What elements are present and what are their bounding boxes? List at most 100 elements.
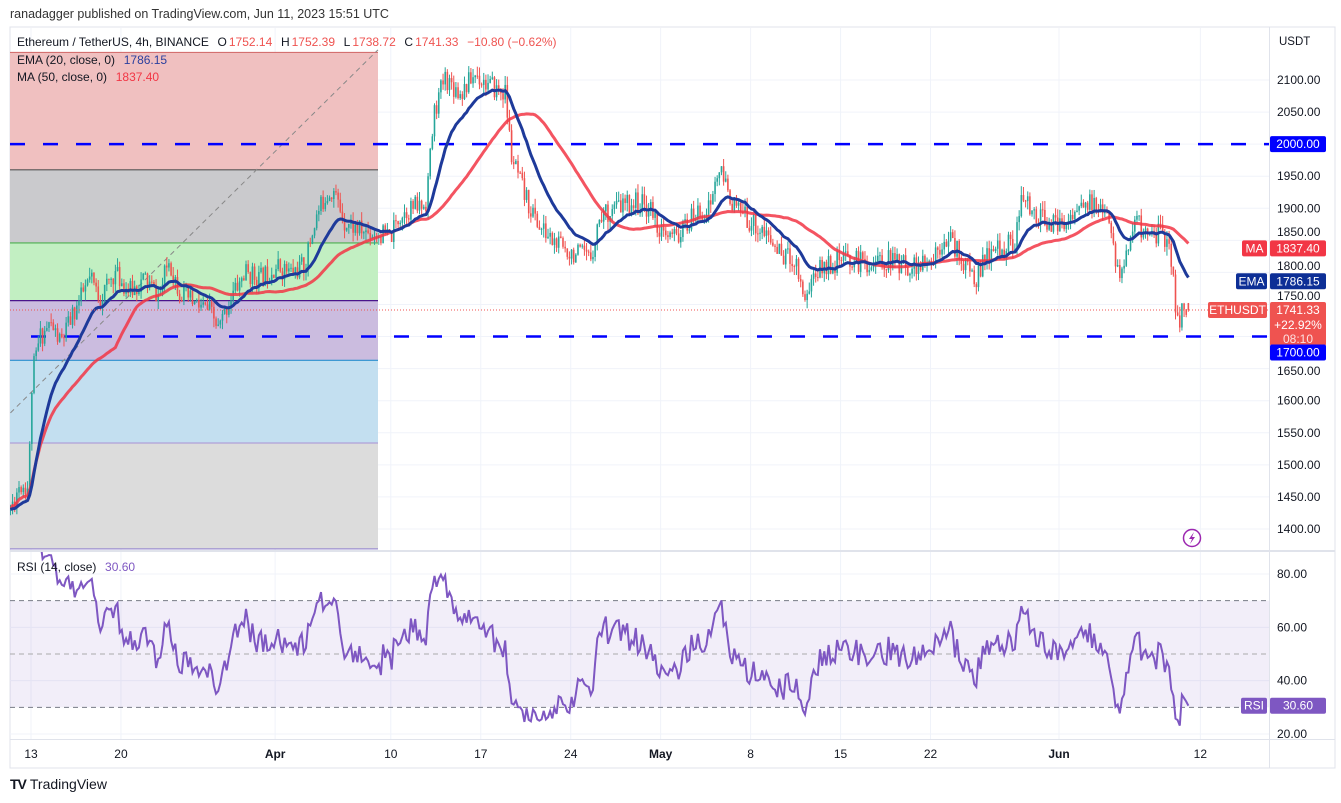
candle <box>18 481 20 499</box>
candle <box>1138 215 1140 221</box>
candle <box>945 239 948 248</box>
candle <box>168 259 170 272</box>
candle <box>245 260 247 281</box>
candle <box>808 282 811 295</box>
candle <box>206 298 209 311</box>
candle <box>202 294 204 308</box>
candle <box>885 268 888 278</box>
candle <box>315 210 318 231</box>
candle <box>936 246 939 259</box>
symbol-legend[interactable]: Ethereum / TetherUS, 4h, BINANCE O 1752.1… <box>17 35 559 49</box>
time-tick-label: 12 <box>1194 747 1208 761</box>
candle <box>41 327 44 352</box>
candle <box>877 247 879 264</box>
candle <box>838 243 841 267</box>
candle <box>789 241 791 273</box>
ma-legend-label: MA (50, close, 0) <box>17 70 108 84</box>
price-tick-label: 1550.00 <box>1277 426 1321 440</box>
candle <box>637 184 639 216</box>
fib-retracement[interactable] <box>10 49 379 550</box>
candle <box>909 272 911 283</box>
candle <box>170 261 172 277</box>
candle <box>1024 199 1027 208</box>
candle <box>365 226 367 241</box>
high-label: H <box>280 35 290 49</box>
candle <box>472 69 474 88</box>
candle <box>1112 226 1115 246</box>
candle <box>709 194 712 213</box>
candle <box>570 249 573 265</box>
resistance-tag: 2000.00 <box>1270 136 1326 153</box>
candle <box>647 202 650 223</box>
candle <box>112 278 115 294</box>
candle <box>1009 231 1012 246</box>
candle <box>797 257 800 282</box>
candle <box>313 227 316 239</box>
candle <box>352 212 354 242</box>
candle <box>692 200 695 227</box>
candle <box>776 240 778 255</box>
candle <box>1119 259 1121 282</box>
candle <box>88 267 91 283</box>
candle <box>322 190 324 212</box>
candle <box>58 332 61 343</box>
candle <box>200 298 202 311</box>
support-tag-value: 1700.00 <box>1276 346 1320 360</box>
candle <box>337 188 339 208</box>
candle <box>812 268 815 286</box>
candle <box>309 237 312 248</box>
candle <box>215 316 217 329</box>
candle <box>964 257 967 279</box>
lightning-icon[interactable] <box>1182 528 1202 548</box>
candle <box>429 147 432 180</box>
candle <box>598 219 601 228</box>
candle-countdown: 08:10 <box>1283 332 1313 346</box>
candle <box>981 247 984 278</box>
candle <box>669 230 671 240</box>
candle <box>108 278 110 285</box>
candle <box>140 272 142 299</box>
candle <box>829 254 832 275</box>
candle <box>444 67 446 91</box>
tradingview-logo[interactable]: TV TradingView <box>10 776 107 792</box>
candle <box>410 197 412 226</box>
rsi-legend[interactable]: RSI (14, close) 30.60 <box>17 560 137 574</box>
candle <box>157 286 160 310</box>
time-tick-label: 10 <box>384 747 398 761</box>
candle <box>225 308 228 324</box>
horizontal-levels[interactable] <box>10 142 1269 338</box>
candle <box>679 229 682 248</box>
ema-legend[interactable]: EMA (20, close, 0) 1786.15 <box>17 53 169 67</box>
candle <box>592 250 594 264</box>
candle <box>46 321 48 332</box>
candle <box>545 215 547 243</box>
candle <box>63 333 65 347</box>
candle <box>354 223 357 236</box>
candle <box>1089 189 1091 212</box>
candle <box>395 214 397 229</box>
candle <box>568 251 571 266</box>
candle <box>298 255 301 280</box>
candle <box>677 224 680 244</box>
candle <box>189 287 192 302</box>
candle <box>412 199 414 215</box>
candle <box>975 282 978 295</box>
candle <box>279 258 282 273</box>
candle <box>459 90 461 100</box>
ma-legend[interactable]: MA (50, close, 0) 1837.40 <box>17 70 161 84</box>
candle <box>941 242 943 259</box>
candle <box>35 347 37 362</box>
candle <box>971 268 973 272</box>
candle <box>253 263 256 286</box>
candle <box>131 274 134 298</box>
candle <box>821 256 823 279</box>
candle <box>1178 306 1181 333</box>
candle <box>534 198 536 221</box>
ma-legend-value: 1837.40 <box>115 70 160 84</box>
candle <box>1170 235 1173 275</box>
candle <box>54 324 57 337</box>
candle <box>487 74 489 95</box>
candle <box>735 194 738 208</box>
time-tick-label: 20 <box>114 747 128 761</box>
